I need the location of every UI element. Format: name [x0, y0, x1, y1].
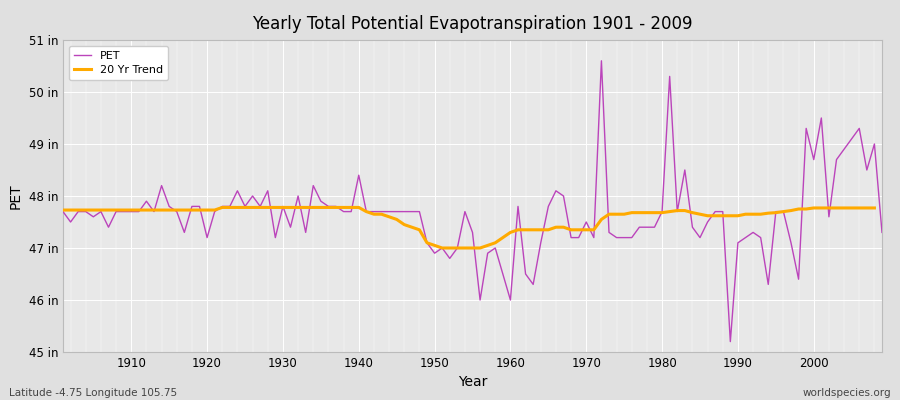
- PET: [505, 298, 516, 302]
- PET: [330, 204, 341, 209]
- Y-axis label: PET: PET: [9, 183, 23, 209]
- PET: [604, 230, 615, 235]
- PET: [118, 209, 129, 214]
- PET: [285, 225, 296, 230]
- 20 Yr Trend: [186, 208, 197, 212]
- 20 Yr Trend: [436, 246, 447, 250]
- Line: 20 Yr Trend: 20 Yr Trend: [63, 208, 875, 248]
- PET: [724, 339, 735, 344]
- Text: Latitude -4.75 Longitude 105.75: Latitude -4.75 Longitude 105.75: [9, 388, 177, 398]
- 20 Yr Trend: [217, 205, 228, 210]
- PET: [596, 58, 607, 63]
- PET: [877, 230, 887, 235]
- 20 Yr Trend: [452, 246, 463, 250]
- Line: PET: PET: [63, 61, 882, 342]
- Text: worldspecies.org: worldspecies.org: [803, 388, 891, 398]
- X-axis label: Year: Year: [458, 376, 487, 390]
- 20 Yr Trend: [58, 208, 68, 212]
- 20 Yr Trend: [770, 210, 781, 215]
- 20 Yr Trend: [717, 213, 728, 218]
- 20 Yr Trend: [786, 208, 796, 213]
- 20 Yr Trend: [869, 206, 880, 210]
- PET: [58, 209, 68, 214]
- 20 Yr Trend: [141, 208, 152, 212]
- Title: Yearly Total Potential Evapotranspiration 1901 - 2009: Yearly Total Potential Evapotranspiratio…: [252, 15, 693, 33]
- PET: [498, 272, 508, 276]
- Legend: PET, 20 Yr Trend: PET, 20 Yr Trend: [68, 46, 168, 80]
